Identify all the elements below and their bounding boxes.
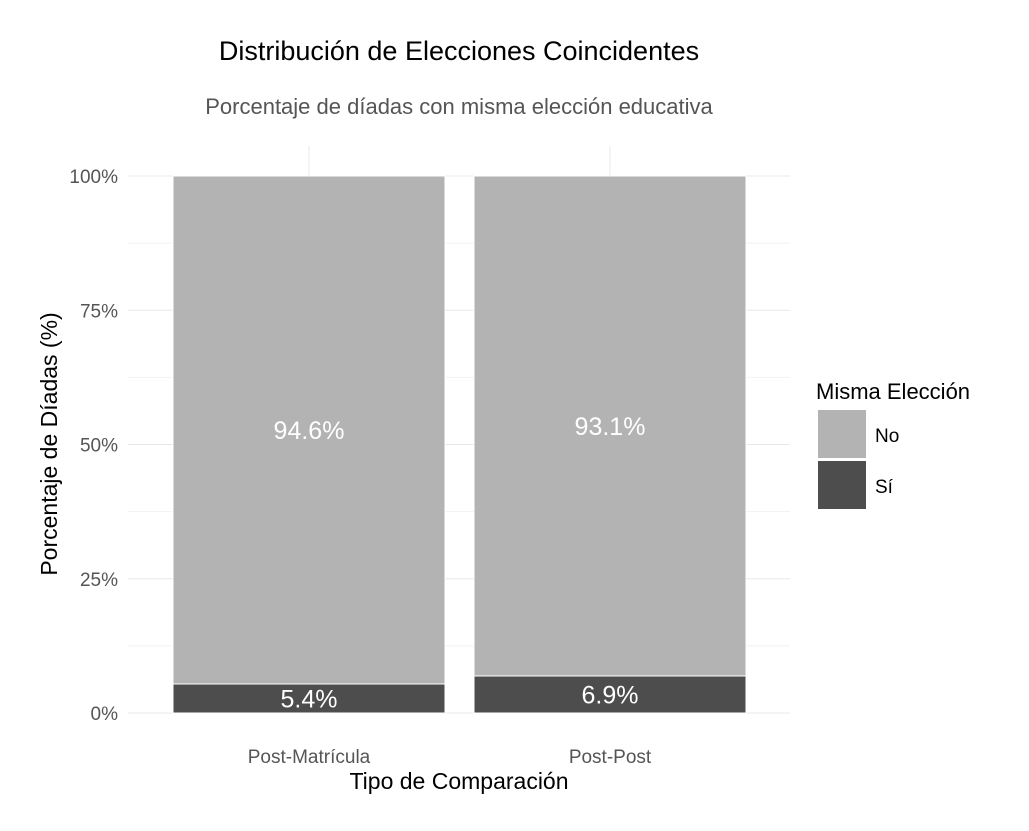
x-tick-label: Post-Post (569, 747, 652, 768)
legend-swatch (818, 461, 866, 509)
bar-segment (172, 683, 446, 714)
bar-segment (172, 175, 446, 685)
legend-swatch (818, 410, 866, 458)
bar-value-label: 5.4% (281, 686, 338, 714)
legend: Misma Elección No Sí (816, 379, 970, 509)
bar-segment (473, 675, 747, 714)
bar-segment (473, 175, 747, 677)
y-tick-label: 0% (91, 704, 119, 725)
bars (172, 175, 747, 714)
y-tick-label: 100% (69, 167, 118, 188)
y-tick-label: 25% (80, 570, 118, 591)
legend-label: No (875, 426, 899, 447)
y-tick-label: 50% (80, 436, 118, 457)
x-tick-label: Post-Matrícula (248, 747, 371, 768)
chart-subtitle: Porcentaje de díadas con misma elección … (205, 94, 713, 119)
legend-title: Misma Elección (816, 379, 970, 404)
legend-label: Sí (875, 477, 894, 498)
y-axis-ticks: 0% 25% 50% 75% 100% (69, 167, 118, 725)
y-axis-title: Porcentaje de Díadas (%) (36, 312, 62, 575)
chart-title: Distribución de Elecciones Coincidentes (219, 36, 699, 66)
x-axis-ticks: Post-Matrícula Post-Post (248, 747, 652, 768)
bar-value-label: 93.1% (575, 413, 646, 441)
y-tick-label: 75% (80, 301, 118, 322)
x-axis-title: Tipo de Comparación (349, 768, 568, 794)
bar-value-label: 6.9% (582, 681, 639, 709)
bar-value-label: 94.6% (274, 417, 345, 445)
bar-labels: 5.4% 94.6% 6.9% 93.1% (274, 413, 646, 714)
